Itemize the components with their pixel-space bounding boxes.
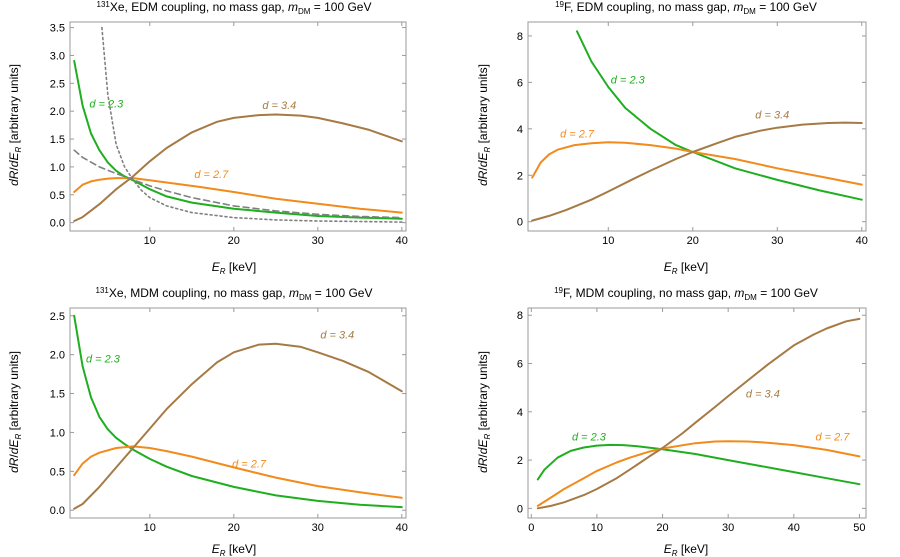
- y-tick-label: 3.0: [50, 50, 65, 62]
- x-axis-label: ER [keV]: [664, 542, 708, 557]
- x-tick-label: 0: [528, 522, 534, 534]
- y-tick-label: 0: [517, 217, 523, 229]
- x-tick-label: 20: [228, 522, 240, 534]
- curve-annotation: d = 3.4: [755, 109, 789, 121]
- y-tick-label: 4: [517, 407, 523, 419]
- y-tick-label: 0: [517, 503, 523, 515]
- plot-frame: [69, 307, 407, 519]
- y-tick-label: 0.5: [50, 466, 65, 478]
- y-tick-label: 0.0: [50, 218, 65, 230]
- series-line-d-2-3: [576, 30, 863, 201]
- y-axis-label: dR/dER [arbitrary units]: [7, 351, 23, 473]
- y-tick-label: 2: [517, 455, 523, 467]
- series-line-d-2-3: [73, 60, 403, 220]
- x-tick-label: 50: [853, 522, 865, 534]
- x-tick-label: 20: [228, 235, 240, 247]
- y-tick-label: 2.5: [50, 78, 65, 90]
- curve-annotation: d = 2.7: [194, 169, 229, 181]
- series-line-d-3-4: [531, 121, 863, 222]
- x-tick-label: 40: [396, 235, 408, 247]
- plot-frame: [527, 21, 867, 232]
- panel-f-mdm: 19F, MDM coupling, no mass gap, mDM = 10…: [476, 286, 867, 557]
- y-tick-label: 1.5: [50, 134, 65, 146]
- series-line-d-3-4: [536, 317, 861, 510]
- y-tick-label: 2.5: [50, 311, 65, 323]
- curve-annotation: d = 3.4: [320, 329, 354, 341]
- series-line-d-3-4: [73, 113, 403, 222]
- series-line-dashed: [73, 149, 403, 219]
- y-tick-label: 1.0: [50, 427, 65, 439]
- x-tick-label: 10: [144, 235, 156, 247]
- x-tick-label: 40: [856, 235, 868, 247]
- x-axis-label: ER [keV]: [212, 260, 256, 276]
- y-tick-label: 0.5: [50, 190, 65, 202]
- y-tick-label: 2.0: [50, 106, 65, 118]
- y-tick-label: 8: [517, 310, 523, 322]
- y-tick-label: 6: [517, 77, 523, 89]
- panel-title: 19F, EDM coupling, no mass gap, mDM = 10…: [555, 0, 817, 16]
- curve-annotation: d = 2.7: [232, 458, 267, 470]
- curve-annotation: d = 2.3: [86, 353, 121, 365]
- y-tick-label: 3.5: [50, 23, 65, 35]
- y-tick-label: 8: [517, 31, 523, 43]
- series-line-d-2-3: [536, 443, 861, 486]
- panel-title: 19F, MDM coupling, no mass gap, mDM = 10…: [554, 286, 818, 302]
- y-tick-label: 4: [517, 124, 523, 136]
- y-axis-label: dR/dER [arbitrary units]: [476, 64, 492, 186]
- panel-title: 131Xe, MDM coupling, no mass gap, mDM = …: [96, 286, 373, 302]
- series-line-d-3-4: [73, 342, 403, 510]
- x-tick-label: 30: [771, 235, 783, 247]
- series-line-d-2-7: [73, 177, 403, 214]
- curve-annotation: d = 2.7: [560, 128, 595, 140]
- y-tick-label: 6: [517, 359, 523, 371]
- plot-frame: [69, 21, 407, 232]
- curve-annotation: d = 2.3: [89, 98, 124, 110]
- panel-xe-mdm: 131Xe, MDM coupling, no mass gap, mDM = …: [7, 286, 408, 557]
- curve-annotation: d = 2.3: [611, 75, 646, 87]
- panel-title: 131Xe, EDM coupling, no mass gap, mDM = …: [97, 0, 372, 16]
- series-line-d-2-7: [536, 440, 861, 507]
- x-tick-label: 10: [591, 522, 603, 534]
- panel-f-edm: 19F, EDM coupling, no mass gap, mDM = 10…: [476, 0, 868, 276]
- y-axis-label: dR/dER [arbitrary units]: [7, 64, 23, 186]
- curve-annotation: d = 2.3: [572, 431, 607, 443]
- y-tick-label: 2.0: [50, 350, 65, 362]
- x-tick-label: 10: [144, 522, 156, 534]
- x-axis-label: ER [keV]: [212, 542, 256, 557]
- y-tick-label: 1.0: [50, 162, 65, 174]
- x-tick-label: 20: [687, 235, 699, 247]
- x-tick-label: 10: [602, 235, 614, 247]
- curve-annotation: d = 3.4: [746, 388, 780, 400]
- y-tick-label: 0.0: [50, 505, 65, 517]
- x-tick-label: 20: [656, 522, 668, 534]
- panel-xe-edm: 131Xe, EDM coupling, no mass gap, mDM = …: [7, 0, 408, 276]
- curve-annotation: d = 3.4: [262, 100, 296, 112]
- series-line-dotted: [101, 26, 403, 223]
- plot-frame: [527, 307, 867, 519]
- y-tick-label: 2: [517, 170, 523, 182]
- y-axis-label: dR/dER [arbitrary units]: [476, 351, 492, 473]
- x-tick-label: 30: [312, 235, 324, 247]
- series-line-d-2-7: [73, 445, 403, 499]
- x-tick-label: 40: [396, 522, 408, 534]
- x-tick-label: 30: [722, 522, 734, 534]
- y-tick-label: 1.5: [50, 389, 65, 401]
- x-axis-label: ER [keV]: [664, 260, 708, 276]
- series-line-d-2-3: [73, 314, 403, 509]
- series-line-d-2-7: [531, 141, 863, 186]
- x-tick-label: 30: [312, 522, 324, 534]
- curve-annotation: d = 2.7: [815, 432, 850, 444]
- x-tick-label: 40: [788, 522, 800, 534]
